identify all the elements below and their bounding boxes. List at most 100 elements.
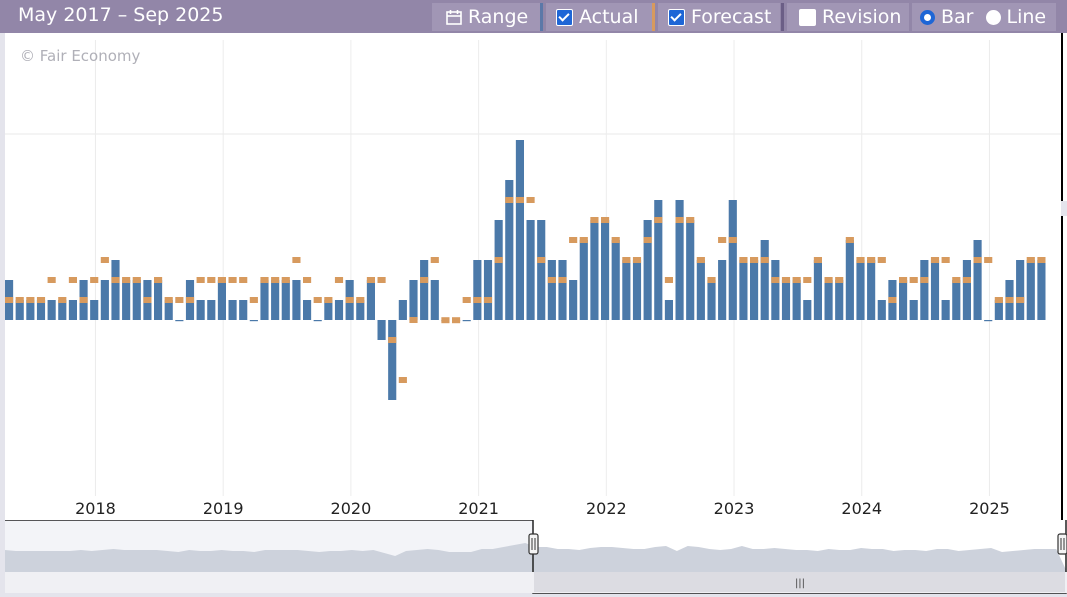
actual-bar[interactable]	[388, 320, 397, 400]
forecast-marker[interactable]	[569, 237, 578, 243]
forecast-marker[interactable]	[718, 237, 727, 243]
actual-bar[interactable]	[675, 200, 684, 320]
navigator-handle-left[interactable]	[528, 533, 539, 555]
forecast-marker[interactable]	[558, 277, 567, 283]
forecast-marker[interactable]	[143, 297, 152, 303]
forecast-marker[interactable]	[760, 257, 769, 263]
forecast-marker[interactable]	[79, 297, 88, 303]
forecast-toggle[interactable]: Forecast	[658, 3, 780, 31]
forecast-marker[interactable]	[260, 277, 269, 283]
actual-bar[interactable]	[781, 280, 791, 320]
forecast-marker[interactable]	[941, 257, 950, 263]
actual-bar[interactable]	[973, 240, 982, 320]
forecast-marker[interactable]	[303, 277, 312, 283]
forecast-marker[interactable]	[441, 317, 450, 324]
forecast-marker[interactable]	[100, 257, 109, 263]
forecast-marker[interactable]	[728, 237, 737, 243]
forecast-marker[interactable]	[409, 317, 418, 323]
forecast-marker[interactable]	[824, 277, 833, 283]
actual-bar[interactable]	[760, 240, 769, 320]
actual-bar[interactable]	[483, 260, 493, 320]
forecast-marker[interactable]	[239, 277, 248, 283]
forecast-marker[interactable]	[547, 277, 556, 283]
actual-bar[interactable]	[1016, 260, 1025, 320]
bar-radio[interactable]	[920, 9, 935, 25]
actual-bar[interactable]	[899, 280, 908, 320]
actual-bar[interactable]	[494, 220, 503, 320]
actual-bar[interactable]	[803, 300, 812, 320]
forecast-marker[interactable]	[228, 277, 237, 283]
range-navigator[interactable]: |||	[5, 520, 1067, 594]
forecast-marker[interactable]	[781, 277, 791, 283]
actual-bar[interactable]	[90, 300, 99, 320]
actual-bar[interactable]	[430, 280, 439, 320]
forecast-marker[interactable]	[984, 257, 993, 263]
actual-bar[interactable]	[962, 260, 971, 320]
forecast-marker[interactable]	[845, 237, 854, 243]
forecast-marker[interactable]	[643, 237, 652, 243]
actual-bar[interactable]	[558, 260, 567, 320]
forecast-marker[interactable]	[739, 257, 748, 263]
actual-bar[interactable]	[622, 260, 631, 320]
actual-bar[interactable]	[462, 320, 471, 322]
forecast-marker[interactable]	[696, 257, 705, 263]
actual-bar[interactable]	[601, 220, 610, 320]
forecast-marker[interactable]	[366, 277, 375, 283]
forecast-marker[interactable]	[345, 297, 354, 303]
forecast-marker[interactable]	[813, 257, 822, 263]
forecast-marker[interactable]	[899, 277, 908, 283]
forecast-marker[interactable]	[1005, 297, 1014, 303]
actual-bar[interactable]	[292, 280, 301, 320]
forecast-marker[interactable]	[622, 257, 631, 263]
forecast-marker[interactable]	[526, 197, 535, 203]
forecast-marker[interactable]	[15, 297, 24, 303]
forecast-marker[interactable]	[888, 297, 897, 303]
actual-bar[interactable]	[994, 300, 1003, 320]
actual-bar[interactable]	[271, 280, 280, 320]
actual-bar[interactable]	[207, 300, 216, 320]
forecast-marker[interactable]	[579, 237, 588, 243]
forecast-checkbox[interactable]	[668, 8, 685, 26]
forecast-marker[interactable]	[601, 217, 610, 223]
revision-toggle[interactable]: Revision	[787, 3, 909, 31]
actual-bar[interactable]	[920, 260, 929, 320]
actual-toggle[interactable]: Actual	[546, 3, 652, 31]
actual-bar[interactable]	[313, 320, 322, 322]
forecast-marker[interactable]	[111, 277, 120, 283]
forecast-marker[interactable]	[792, 277, 801, 283]
actual-bar[interactable]	[664, 300, 673, 320]
actual-bar[interactable]	[324, 300, 333, 320]
forecast-marker[interactable]	[356, 297, 365, 303]
actual-bar[interactable]	[409, 280, 418, 320]
actual-bar[interactable]	[175, 320, 184, 322]
forecast-marker[interactable]	[611, 237, 620, 243]
actual-bar[interactable]	[941, 300, 950, 320]
actual-bar[interactable]	[36, 300, 46, 320]
forecast-marker[interactable]	[632, 257, 642, 263]
forecast-marker[interactable]	[803, 277, 812, 283]
actual-bar[interactable]	[856, 260, 865, 320]
actual-bar[interactable]	[632, 260, 642, 320]
actual-bar[interactable]	[728, 200, 737, 320]
forecast-marker[interactable]	[122, 277, 131, 283]
forecast-marker[interactable]	[164, 297, 173, 303]
forecast-marker[interactable]	[377, 277, 386, 283]
navigator-scrollbar-thumb[interactable]	[534, 572, 1065, 592]
forecast-marker[interactable]	[664, 277, 673, 283]
actual-bar[interactable]	[58, 300, 67, 320]
forecast-marker[interactable]	[537, 257, 546, 263]
actual-bar[interactable]	[473, 260, 482, 320]
forecast-marker[interactable]	[686, 217, 695, 223]
actual-bar[interactable]	[739, 260, 748, 320]
forecast-marker[interactable]	[47, 277, 56, 283]
forecast-marker[interactable]	[90, 277, 99, 283]
actual-bar[interactable]	[824, 280, 833, 320]
forecast-marker[interactable]	[26, 297, 35, 303]
forecast-marker[interactable]	[132, 277, 141, 283]
forecast-marker[interactable]	[420, 277, 429, 283]
forecast-marker[interactable]	[398, 377, 407, 383]
actual-bar[interactable]	[228, 300, 237, 320]
forecast-marker[interactable]	[207, 277, 216, 283]
forecast-marker[interactable]	[292, 257, 301, 263]
forecast-marker[interactable]	[196, 277, 205, 283]
